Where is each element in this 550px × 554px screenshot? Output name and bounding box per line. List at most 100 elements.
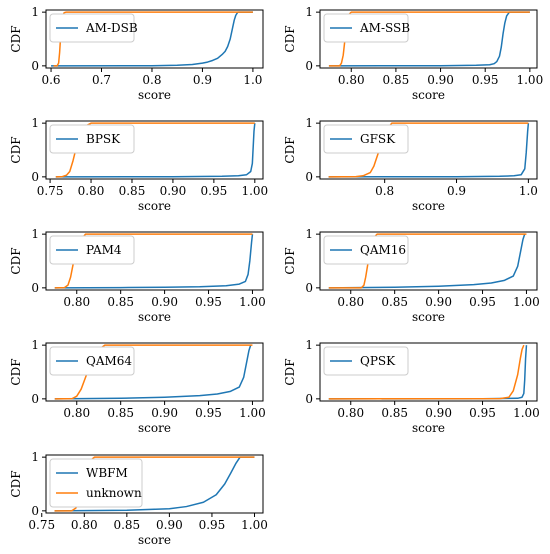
y-tick-label: 0 [31, 392, 39, 406]
subplot-2: 0.80 0.85 0.90 0.95 1.00 0 1 score CDF AM-SSB [283, 5, 543, 102]
series-line-known [51, 11, 253, 67]
y-tick-label: 1 [305, 116, 313, 130]
x-tick-label: 0.85 [107, 295, 134, 309]
legend-label: WBFM [86, 466, 128, 480]
x-axis-label: score [138, 199, 171, 213]
x-tick-label: 0.90 [427, 73, 454, 87]
x-tick-label: 1.00 [241, 518, 268, 532]
x-tick-label: 1.00 [239, 295, 266, 309]
x-tick-label: 0.90 [160, 184, 187, 198]
y-tick-label: 1 [31, 5, 39, 19]
x-tick-label: 0.80 [63, 406, 90, 420]
x-tick-label: 0.85 [381, 406, 408, 420]
y-tick-label: 1 [31, 450, 39, 464]
series-line-known [55, 123, 256, 178]
y-tick-label: 1 [305, 227, 313, 241]
y-tick-label: 0 [31, 170, 39, 184]
y-axis-label: CDF [283, 25, 297, 52]
x-tick-label: 0.85 [119, 184, 146, 198]
x-tick-label: 1.0 [243, 73, 262, 87]
legend-box [323, 346, 409, 376]
legend-label: QPSK [360, 354, 396, 368]
x-tick-label: 0.80 [71, 518, 98, 532]
x-tick-label: 0.9 [193, 73, 212, 87]
plot-frame [45, 120, 264, 180]
y-tick-label: 0 [31, 59, 39, 73]
x-tick-label: 0.85 [113, 518, 140, 532]
y-tick-label: 0 [305, 392, 313, 406]
subplot-5: 0.80 0.85 0.90 0.95 1.00 0 1 score CDF PAM4 [9, 227, 266, 324]
x-tick-label: 0.90 [156, 518, 183, 532]
plot-frame [45, 454, 264, 514]
legend-label: AM-DSB [85, 21, 138, 35]
y-tick-label: 0 [31, 504, 39, 518]
plot-frame [45, 231, 264, 291]
subplot-4: 0.8 0.9 1.0 0 1 score CDF GFSK [283, 116, 538, 213]
x-tick-label: 0.80 [337, 406, 364, 420]
x-tick-label: 1.00 [241, 184, 268, 198]
y-tick-label: 0 [305, 170, 313, 184]
x-tick-label: 0.75 [28, 518, 55, 532]
series-line-unknown [328, 344, 525, 400]
legend-label: QAM64 [86, 354, 132, 368]
legend-box [49, 235, 135, 265]
legend-box [49, 13, 135, 43]
plot-frame [319, 231, 538, 291]
legend-box [323, 235, 409, 265]
subplot-6: 0.80 0.85 0.90 0.95 1.00 0 1 score CDF QAM16 [283, 227, 540, 324]
x-tick-label: 0.85 [107, 406, 134, 420]
x-tick-label: 0.80 [338, 73, 365, 87]
series-line-known [328, 123, 530, 178]
legend-box [49, 346, 135, 376]
x-tick-label: 0.8 [375, 184, 394, 198]
series-line-known [328, 11, 530, 67]
plot-frame [45, 342, 264, 402]
plot-frame [319, 342, 538, 402]
y-tick-label: 1 [31, 338, 39, 352]
legend-box [323, 124, 409, 154]
subplot-9: 0.75 0.80 0.85 0.90 0.95 1.00 0 1 score CDF WBFM un… [9, 450, 268, 547]
x-tick-label: 0.95 [201, 184, 228, 198]
x-tick-label: 0.95 [195, 295, 222, 309]
y-tick-label: 1 [305, 338, 313, 352]
x-axis-label: score [138, 533, 171, 547]
x-axis-label: score [138, 88, 171, 102]
subplot-8: 0.80 0.85 0.90 0.95 1.00 0 1 score CDF QPSK [283, 338, 540, 435]
subplot-3: 0.75 0.80 0.85 0.90 0.95 1.00 0 1 score CDF BPSK [9, 116, 268, 213]
x-tick-label: 0.80 [337, 295, 364, 309]
x-tick-label: 0.90 [425, 406, 452, 420]
y-axis-label: CDF [9, 25, 23, 52]
series-line-known [328, 233, 526, 289]
x-axis-label: score [412, 199, 445, 213]
y-axis-label: CDF [283, 358, 297, 385]
y-axis-label: CDF [9, 358, 23, 385]
y-axis-label: CDF [283, 136, 297, 163]
x-axis-label: score [412, 88, 445, 102]
y-tick-label: 1 [31, 116, 39, 130]
legend-label: AM-SSB [359, 21, 410, 35]
x-tick-label: 0.95 [199, 518, 226, 532]
legend-label: QAM16 [360, 243, 406, 257]
x-tick-label: 0.85 [383, 73, 410, 87]
y-tick-label: 0 [31, 281, 39, 295]
series-line-known [54, 344, 252, 400]
x-tick-label: 0.75 [37, 184, 64, 198]
x-tick-label: 0.90 [151, 406, 178, 420]
x-axis-label: score [138, 310, 171, 324]
y-tick-label: 1 [31, 227, 39, 241]
x-tick-label: 0.95 [469, 295, 496, 309]
x-axis-label: score [412, 310, 445, 324]
legend-box [323, 13, 409, 43]
y-tick-label: 1 [305, 5, 313, 19]
x-tick-label: 0.8 [142, 73, 161, 87]
x-tick-label: 1.00 [513, 295, 540, 309]
series-line-known [54, 456, 255, 512]
y-axis-label: CDF [9, 470, 23, 497]
x-tick-label: 0.85 [381, 295, 408, 309]
subplot-1: 0.6 0.7 0.8 0.9 1.0 0 1 score CDF AM-DSB [9, 5, 264, 102]
plot-frame [45, 9, 264, 69]
x-tick-label: 1.00 [513, 406, 540, 420]
x-tick-label: 0.90 [425, 295, 452, 309]
x-tick-label: 1.0 [519, 184, 538, 198]
